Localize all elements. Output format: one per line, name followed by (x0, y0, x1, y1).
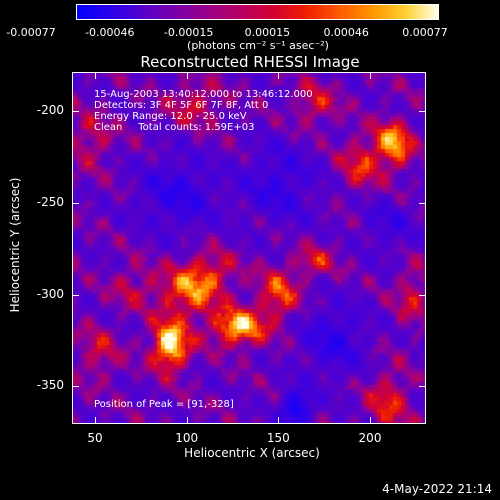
x-tick-label: 50 (87, 431, 103, 445)
x-tick-mark (370, 417, 371, 423)
colorbar-tick-label: 0.00046 (323, 26, 369, 39)
annotation-time-range: 15-Aug-2003 13:40:12.000 to 13:46:12.000 (94, 89, 313, 100)
colorbar-tick-label: -0.00077 (6, 26, 56, 39)
x-tick-label: 150 (266, 431, 290, 445)
x-tick-mark (186, 417, 188, 423)
plot-title: Reconstructed RHESSI Image (140, 53, 360, 71)
annotation-peak: Position of Peak = [91,-328] (94, 399, 234, 410)
x-tick-mark (278, 73, 280, 79)
colorbar-units: (photons cm⁻² s⁻¹ asec⁻²) (187, 39, 329, 52)
y-tick-mark (73, 386, 79, 388)
x-tick-label: 200 (358, 431, 382, 445)
x-tick-mark (278, 417, 280, 423)
y-tick-label: -350 (36, 378, 64, 393)
timestamp: 4-May-2022 21:14 (382, 482, 492, 496)
x-tick-mark (95, 73, 96, 79)
colorbar-tick-label: -0.00015 (163, 26, 214, 39)
annotation-method: Clean Total counts: 1.59E+03 (94, 122, 255, 133)
colorbar-tick-label: 0.00077 (402, 26, 448, 39)
y-tick-mark (419, 386, 425, 388)
y-tick-label: -200 (36, 103, 64, 118)
y-tick-label: -250 (36, 195, 64, 210)
x-tick-mark (95, 417, 96, 423)
y-tick-mark (419, 294, 425, 296)
colorbar (76, 4, 439, 20)
heatmap-image (73, 73, 425, 423)
x-tick-mark (186, 73, 188, 79)
colorbar-tick-label: -0.00046 (85, 26, 135, 39)
annotation-detectors: Detectors: 3F 4F 5F 6F 7F 8F, Att 0 (94, 100, 269, 111)
x-tick-mark (370, 73, 371, 79)
y-tick-mark (73, 111, 79, 113)
y-tick-mark (73, 294, 79, 296)
annotation-energy: Energy Range: 12.0 - 25.0 keV (94, 111, 247, 122)
x-tick-label: 100 (175, 431, 199, 445)
y-axis-label: Heliocentric Y (arcsec) (8, 177, 22, 313)
x-axis-label: Heliocentric X (arcsec) (184, 446, 320, 460)
y-tick-label: -300 (36, 286, 64, 301)
y-tick-mark (419, 203, 425, 205)
colorbar-tick-label: 0.00015 (244, 26, 291, 39)
y-tick-mark (419, 111, 425, 113)
y-tick-mark (73, 203, 79, 205)
heatmap-plot[interactable]: 15-Aug-2003 13:40:12.000 to 13:46:12.000… (72, 72, 426, 424)
